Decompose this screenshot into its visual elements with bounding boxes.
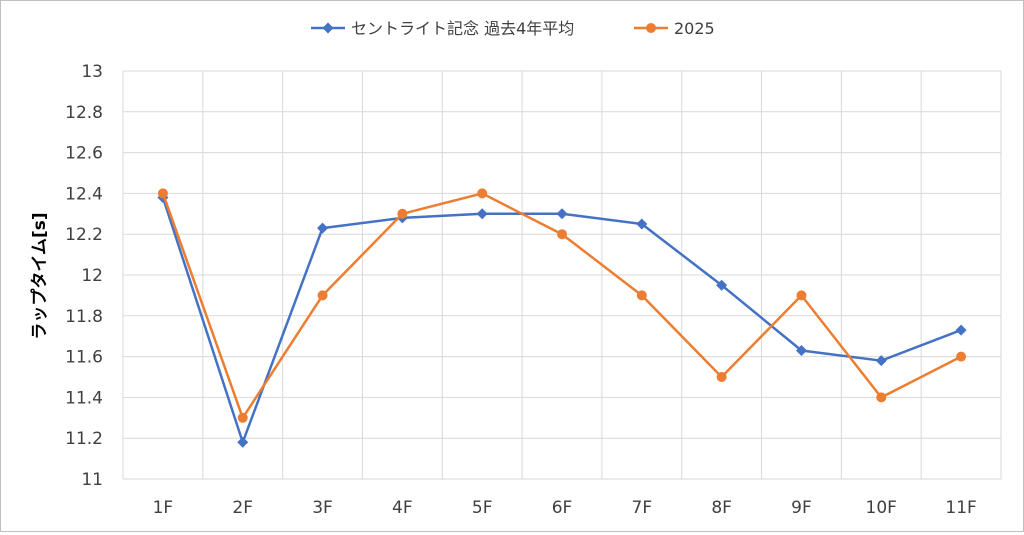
y-tick-label: 11.2 <box>65 429 103 449</box>
data-point <box>875 355 887 367</box>
data-point <box>795 344 807 356</box>
x-tick-label: 8F <box>711 498 732 518</box>
x-tick-label: 9F <box>791 498 812 518</box>
data-point <box>157 188 168 199</box>
y-axis-label: ラップタイム[s] <box>29 212 50 339</box>
legend: セントライト記念 過去4年平均 2025 <box>311 19 715 38</box>
x-tick-label: 7F <box>632 498 653 518</box>
legend-item: 2025 <box>634 19 715 38</box>
legend-label: 2025 <box>674 19 715 38</box>
legend-label: セントライト記念 過去4年平均 <box>351 19 574 38</box>
x-axis-ticks: 1F 2F 3F 4F 5F 6F 7F 8F 9F 10F 11F <box>153 498 977 518</box>
data-point <box>636 290 647 301</box>
data-point <box>955 324 967 336</box>
x-tick-label: 4F <box>392 498 413 518</box>
y-tick-label: 12.4 <box>65 184 103 204</box>
data-point <box>557 229 567 240</box>
y-axis-ticks: 11 11.2 11.4 11.6 11.8 12 12.2 12.4 12.6 12.8 13 <box>65 62 103 490</box>
data-point <box>716 372 727 382</box>
data-point <box>397 208 408 219</box>
series-group <box>157 188 967 448</box>
data-point <box>876 392 887 403</box>
data-point <box>636 218 648 230</box>
y-tick-label: 13 <box>81 62 103 82</box>
series-2 <box>157 188 967 423</box>
x-tick-label: 11F <box>945 498 976 518</box>
y-tick-label: 12.6 <box>65 144 103 164</box>
data-point <box>716 279 728 291</box>
data-point <box>317 222 329 234</box>
y-tick-label: 11 <box>81 470 103 490</box>
legend-marker <box>322 22 334 34</box>
y-tick-label: 12.2 <box>65 225 103 245</box>
x-tick-label: 10F <box>866 498 897 518</box>
x-tick-label: 1F <box>153 498 174 518</box>
data-point <box>476 208 488 220</box>
x-tick-label: 3F <box>312 498 333 518</box>
x-tick-label: 5F <box>472 498 493 518</box>
x-tick-label: 2F <box>232 498 253 518</box>
data-point <box>237 412 248 423</box>
y-tick-label: 12 <box>81 266 103 286</box>
data-point <box>237 436 249 448</box>
data-point <box>556 208 568 220</box>
x-tick-label: 6F <box>552 498 573 518</box>
data-point <box>317 290 328 301</box>
data-point <box>796 290 807 301</box>
legend-marker <box>646 23 656 33</box>
data-point <box>956 351 967 362</box>
gridlines <box>122 70 1002 480</box>
y-tick-label: 11.8 <box>65 307 103 327</box>
legend-item: セントライト記念 過去4年平均 <box>311 19 574 38</box>
y-tick-label: 11.6 <box>65 348 103 368</box>
y-tick-label: 12.8 <box>65 103 103 123</box>
data-point <box>477 188 488 199</box>
y-tick-label: 11.4 <box>65 388 103 408</box>
